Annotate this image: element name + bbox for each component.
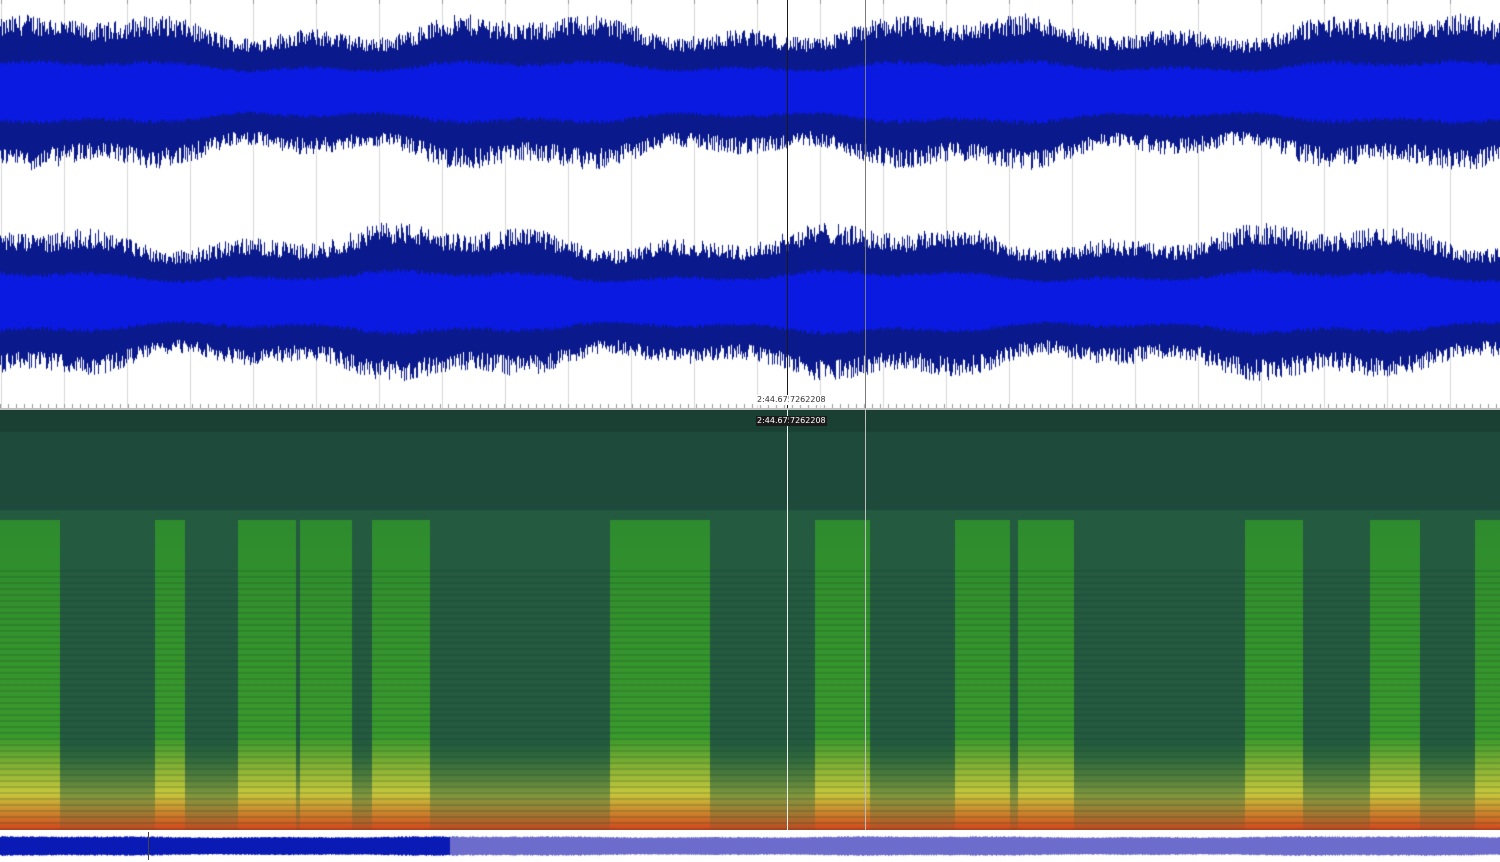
overview-waveform-strip[interactable] [0, 830, 1500, 862]
selection-boundary-line[interactable] [865, 0, 866, 410]
spectrogram-canvas[interactable] [0, 410, 1500, 830]
stereo-waveform-view[interactable]: 2:44.675 7262208 [0, 0, 1500, 410]
waveform-canvas[interactable] [0, 0, 1500, 410]
spectrogram-selection-boundary-line[interactable] [865, 410, 866, 830]
spectrogram-cursor-sample-readout: 7262208 [789, 416, 827, 426]
cursor-sample-readout: 7262208 [789, 395, 827, 405]
spectrogram-playhead-line[interactable] [787, 410, 788, 830]
overview-canvas[interactable] [0, 830, 1500, 862]
playhead-cursor-line[interactable] [787, 0, 788, 410]
spectrogram-view[interactable]: 2:44.675 7262208 [0, 410, 1500, 830]
pane-splitter[interactable] [0, 408, 1500, 411]
spectrogram-cursor-time-readout: 2:44.675 [756, 416, 794, 426]
overview-position-handle[interactable] [148, 832, 149, 860]
cursor-time-readout: 2:44.675 [756, 395, 794, 405]
